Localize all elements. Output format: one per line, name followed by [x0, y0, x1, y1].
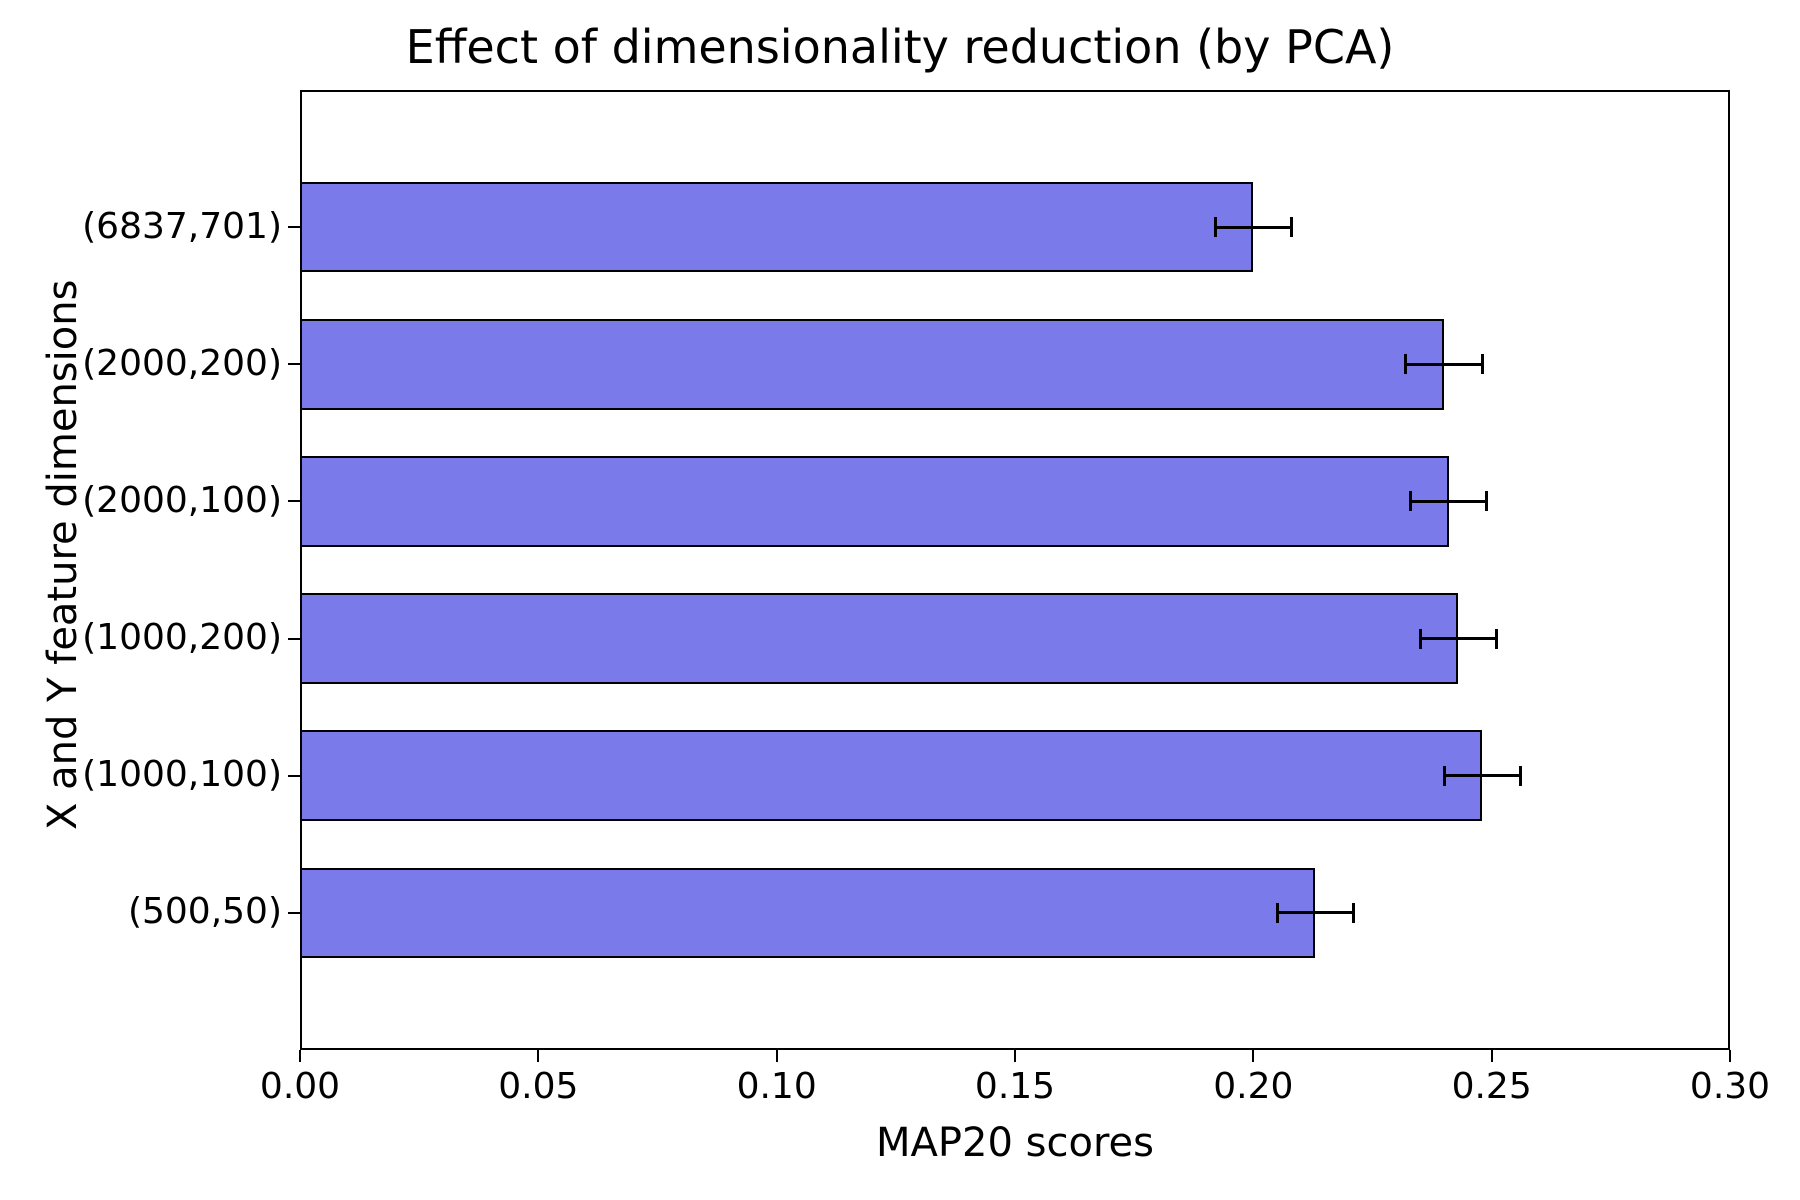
- bar: [300, 593, 1458, 684]
- chart-container: Effect of dimensionality reduction (by P…: [0, 0, 1800, 1200]
- error-bar: [1215, 226, 1291, 229]
- error-cap: [1214, 217, 1217, 237]
- error-cap: [1443, 766, 1446, 786]
- error-bar: [1406, 363, 1482, 366]
- x-tick-label: 0.10: [717, 1066, 837, 1107]
- x-axis-label: MAP20 scores: [300, 1120, 1730, 1166]
- x-tick: [1729, 1050, 1731, 1062]
- y-tick-label: (1000,100): [82, 754, 282, 795]
- y-tick: [288, 500, 300, 502]
- x-tick: [299, 1050, 301, 1062]
- error-bar: [1444, 774, 1520, 777]
- x-tick: [776, 1050, 778, 1062]
- y-axis-label: X and Y feature dimensions: [40, 280, 86, 830]
- y-tick: [288, 775, 300, 777]
- x-tick: [1252, 1050, 1254, 1062]
- error-cap: [1481, 354, 1484, 374]
- error-cap: [1276, 903, 1279, 923]
- y-tick: [288, 363, 300, 365]
- y-tick-label: (2000,200): [82, 343, 282, 384]
- error-bar: [1411, 500, 1487, 503]
- x-tick-label: 0.05: [478, 1066, 598, 1107]
- bar: [300, 319, 1444, 410]
- y-tick: [288, 912, 300, 914]
- error-cap: [1352, 903, 1355, 923]
- error-bar: [1420, 637, 1496, 640]
- x-tick-label: 0.30: [1670, 1066, 1790, 1107]
- chart-title: Effect of dimensionality reduction (by P…: [0, 20, 1800, 74]
- bar: [300, 456, 1449, 547]
- error-cap: [1419, 629, 1422, 649]
- bar: [300, 868, 1315, 959]
- bar: [300, 730, 1482, 821]
- y-tick-label: (2000,100): [82, 480, 282, 521]
- x-tick-label: 0.00: [240, 1066, 360, 1107]
- x-tick: [1014, 1050, 1016, 1062]
- y-tick-label: (500,50): [128, 891, 282, 932]
- error-cap: [1409, 491, 1412, 511]
- error-cap: [1519, 766, 1522, 786]
- y-tick: [288, 638, 300, 640]
- y-tick-label: (6837,701): [82, 206, 282, 247]
- error-bar: [1277, 911, 1353, 914]
- error-cap: [1495, 629, 1498, 649]
- x-tick: [1491, 1050, 1493, 1062]
- x-tick-label: 0.15: [955, 1066, 1075, 1107]
- y-tick-label: (1000,200): [82, 617, 282, 658]
- x-tick-label: 0.25: [1432, 1066, 1552, 1107]
- error-cap: [1290, 217, 1293, 237]
- y-tick: [288, 226, 300, 228]
- x-tick-label: 0.20: [1193, 1066, 1313, 1107]
- error-cap: [1404, 354, 1407, 374]
- bar: [300, 182, 1253, 273]
- error-cap: [1485, 491, 1488, 511]
- x-tick: [537, 1050, 539, 1062]
